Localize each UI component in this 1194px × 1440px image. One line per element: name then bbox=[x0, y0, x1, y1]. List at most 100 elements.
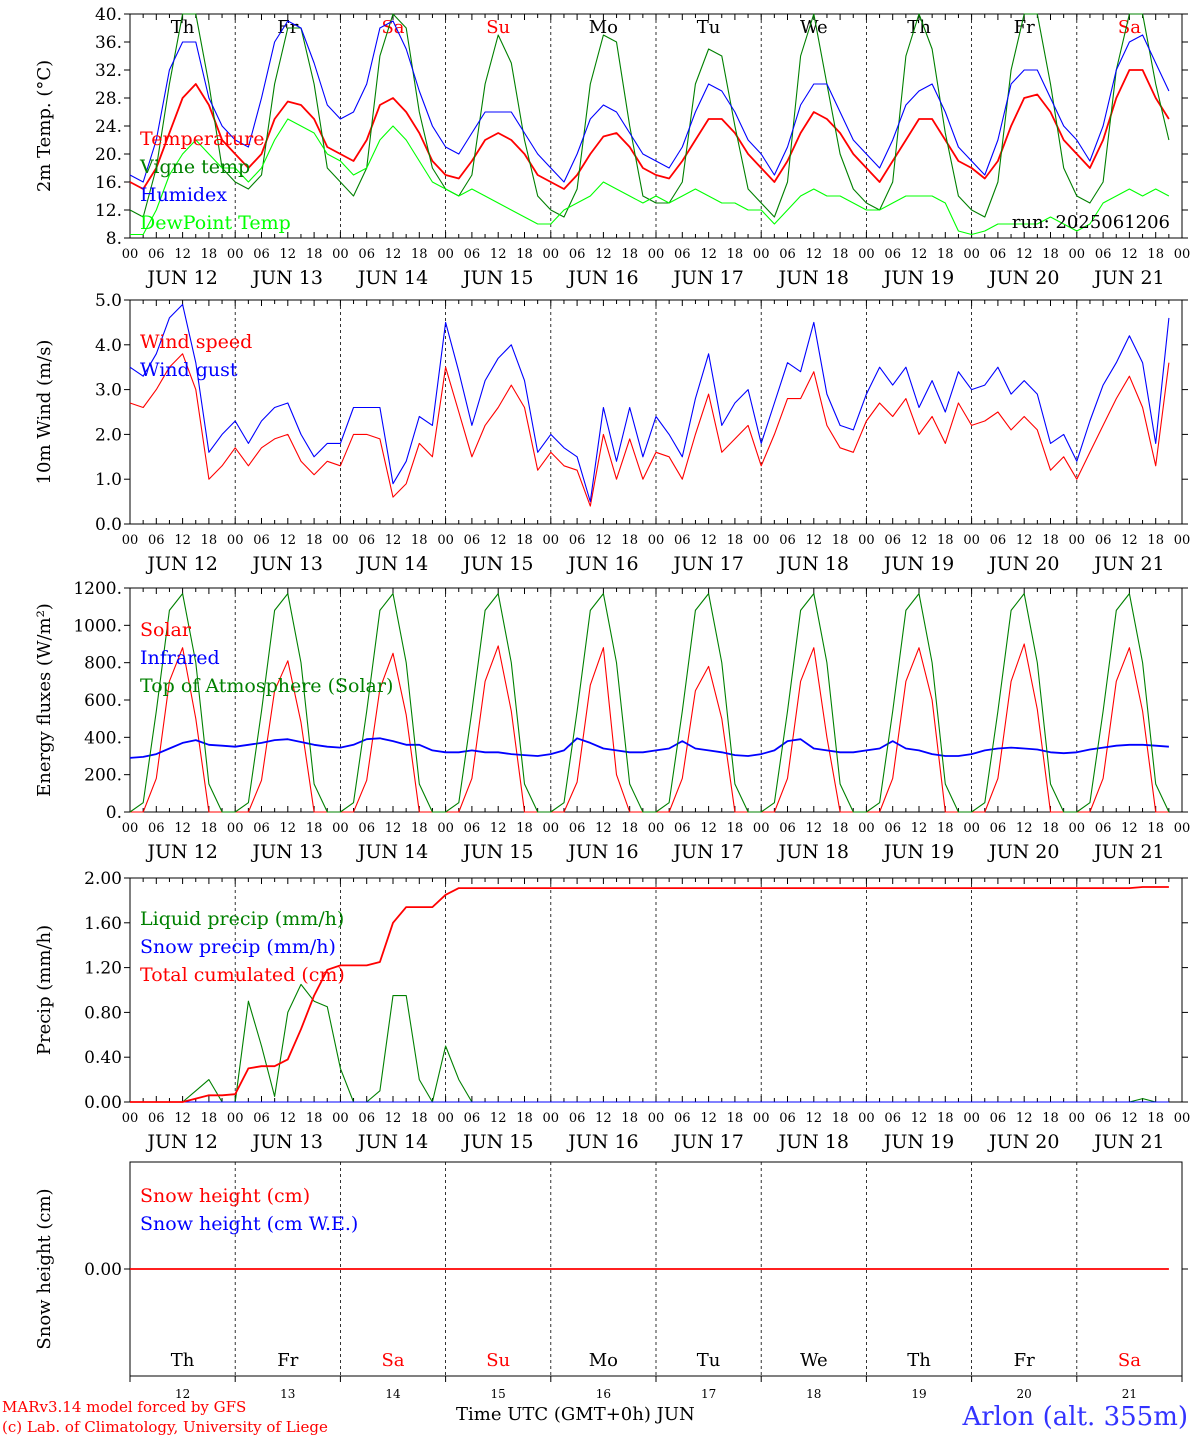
hour-tick-label: 00 bbox=[1174, 533, 1191, 548]
hour-tick-label: 00 bbox=[122, 821, 139, 836]
hour-tick-label: 18 bbox=[727, 821, 744, 836]
hour-tick-label: 18 bbox=[306, 821, 323, 836]
hour-tick-label: 12 bbox=[911, 821, 928, 836]
hour-tick-label: 06 bbox=[674, 1111, 691, 1126]
hour-tick-label: 18 bbox=[621, 533, 638, 548]
hour-tick-label: 06 bbox=[569, 247, 586, 262]
hour-tick-label: 06 bbox=[464, 1111, 481, 1126]
hour-tick-label: 12 bbox=[806, 247, 823, 262]
hour-tick-label: 06 bbox=[990, 821, 1007, 836]
hour-tick-label: 18 bbox=[306, 247, 323, 262]
hour-tick-label: 06 bbox=[358, 1111, 375, 1126]
y-tick-label: 1200. bbox=[73, 579, 122, 599]
hour-tick-label: 00 bbox=[543, 1111, 560, 1126]
hour-tick-label: 00 bbox=[437, 247, 454, 262]
hour-tick-label: 00 bbox=[858, 247, 875, 262]
day-name-bottom: Sa bbox=[1118, 1350, 1141, 1371]
date-label: JUN 17 bbox=[671, 1131, 743, 1153]
hour-tick-label: 12 bbox=[174, 533, 191, 548]
hour-tick-label: 18 bbox=[621, 1111, 638, 1126]
hour-tick-label: 06 bbox=[569, 533, 586, 548]
hour-tick-label: 06 bbox=[358, 821, 375, 836]
series-line bbox=[129, 353, 1170, 507]
series-line bbox=[129, 20, 1170, 183]
hour-tick-label: 18 bbox=[516, 533, 533, 548]
hour-tick-label: 00 bbox=[648, 533, 665, 548]
y-tick-label: 16. bbox=[95, 173, 122, 193]
hour-tick-label: 00 bbox=[332, 1111, 349, 1126]
hour-tick-label: 12 bbox=[490, 1111, 507, 1126]
hour-tick-label: 00 bbox=[332, 533, 349, 548]
hour-tick-label: 18 bbox=[727, 1111, 744, 1126]
day-number-label: 21 bbox=[1122, 1387, 1137, 1401]
hour-tick-label: 18 bbox=[411, 533, 428, 548]
hour-tick-label: 00 bbox=[227, 533, 244, 548]
date-label: JUN 19 bbox=[882, 267, 954, 289]
hour-tick-label: 06 bbox=[253, 1111, 270, 1126]
day-name-top: Sa bbox=[381, 17, 404, 38]
hour-tick-label: 06 bbox=[1095, 533, 1112, 548]
day-number-label: 13 bbox=[280, 1387, 295, 1401]
y-tick-label: 400. bbox=[84, 728, 122, 748]
day-name-bottom: Fr bbox=[277, 1350, 298, 1371]
hour-tick-label: 06 bbox=[148, 1111, 165, 1126]
hour-tick-label: 12 bbox=[280, 247, 297, 262]
hour-tick-label: 00 bbox=[753, 247, 770, 262]
hour-tick-label: 00 bbox=[332, 821, 349, 836]
hour-tick-label: 12 bbox=[385, 247, 402, 262]
y-tick-label: 1.20 bbox=[84, 959, 122, 979]
hour-tick-label: 18 bbox=[411, 1111, 428, 1126]
hour-tick-label: 06 bbox=[990, 1111, 1007, 1126]
legend-entry: Solar bbox=[140, 619, 192, 641]
date-label: JUN 16 bbox=[566, 553, 638, 575]
series-line bbox=[129, 303, 1170, 503]
hour-tick-label: 12 bbox=[385, 821, 402, 836]
date-label: JUN 20 bbox=[987, 267, 1059, 289]
hour-tick-label: 00 bbox=[122, 247, 139, 262]
date-label: JUN 17 bbox=[671, 553, 743, 575]
date-label: JUN 17 bbox=[671, 841, 743, 863]
y-tick-label: 8. bbox=[106, 229, 122, 249]
day-name-bottom: Th bbox=[171, 1350, 195, 1371]
hour-tick-label: 06 bbox=[569, 821, 586, 836]
hour-tick-label: 00 bbox=[227, 247, 244, 262]
hour-tick-label: 00 bbox=[1174, 247, 1191, 262]
hour-tick-label: 18 bbox=[1147, 821, 1164, 836]
hour-tick-label: 00 bbox=[227, 1111, 244, 1126]
hour-tick-label: 06 bbox=[358, 247, 375, 262]
y-tick-label: 200. bbox=[84, 766, 122, 786]
date-label: JUN 17 bbox=[671, 267, 743, 289]
day-name-top: Th bbox=[171, 17, 195, 38]
hour-tick-label: 18 bbox=[306, 533, 323, 548]
hour-tick-label: 00 bbox=[437, 821, 454, 836]
y-axis-title-snow: Snow height (cm) bbox=[34, 1188, 55, 1349]
hour-tick-label: 18 bbox=[1147, 1111, 1164, 1126]
hour-tick-label: 00 bbox=[858, 1111, 875, 1126]
hour-tick-label: 00 bbox=[648, 1111, 665, 1126]
date-label: JUN 12 bbox=[145, 1131, 217, 1153]
hour-tick-label: 18 bbox=[832, 821, 849, 836]
legend-entry: Infrared bbox=[140, 647, 220, 669]
date-label: JUN 16 bbox=[566, 267, 638, 289]
day-number-label: 15 bbox=[491, 1387, 506, 1401]
hour-tick-label: 12 bbox=[700, 247, 717, 262]
hour-tick-label: 18 bbox=[727, 247, 744, 262]
y-tick-label: 12. bbox=[95, 201, 122, 221]
legend-entry: Snow height (cm) bbox=[140, 1185, 310, 1207]
hour-tick-label: 06 bbox=[779, 533, 796, 548]
hour-tick-label: 00 bbox=[858, 821, 875, 836]
date-label: JUN 15 bbox=[461, 841, 533, 863]
y-tick-label: 0. bbox=[106, 803, 122, 823]
hour-tick-label: 18 bbox=[1042, 247, 1059, 262]
date-label: JUN 13 bbox=[251, 841, 323, 863]
hour-tick-label: 06 bbox=[1095, 1111, 1112, 1126]
date-label: JUN 13 bbox=[251, 267, 323, 289]
hour-tick-label: 12 bbox=[280, 821, 297, 836]
legend-entry: Vigne temp bbox=[139, 156, 250, 178]
hour-tick-label: 12 bbox=[806, 821, 823, 836]
date-label: JUN 16 bbox=[566, 841, 638, 863]
hour-tick-label: 00 bbox=[1069, 533, 1086, 548]
hour-tick-label: 00 bbox=[753, 821, 770, 836]
hour-tick-label: 12 bbox=[911, 533, 928, 548]
hour-tick-label: 18 bbox=[516, 821, 533, 836]
